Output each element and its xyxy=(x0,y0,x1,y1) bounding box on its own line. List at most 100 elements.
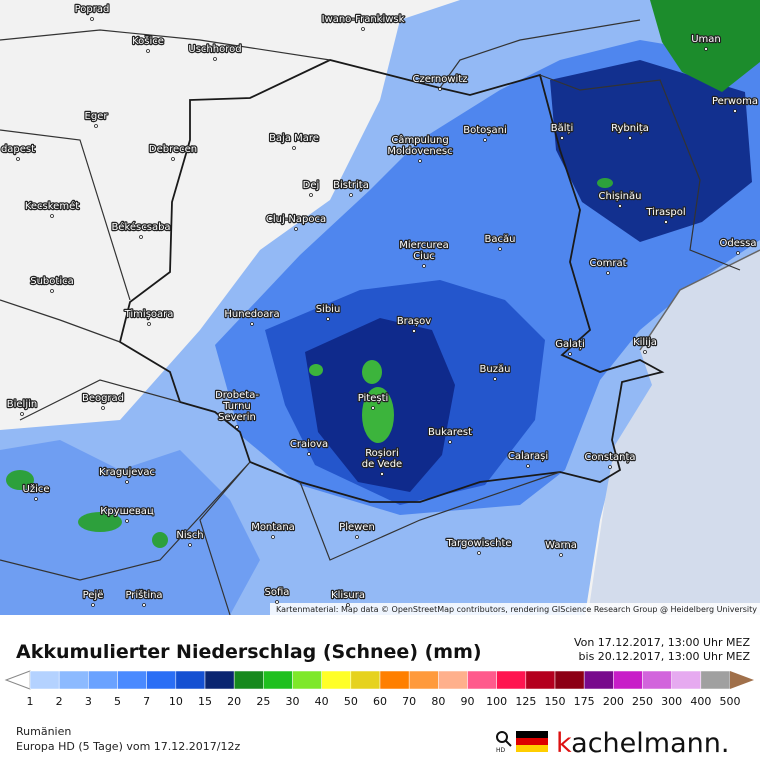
city-label: Turnu xyxy=(222,401,251,412)
city-dot xyxy=(101,406,105,410)
city-dot xyxy=(608,465,612,469)
city-label: Plewen xyxy=(339,522,375,533)
city-dot xyxy=(448,440,452,444)
color-scale: 1 2 3 5 7 10 15 20 25 30 40 50 60 70 80 90 100 125 150 175 2… xyxy=(4,670,754,708)
precip-moldova xyxy=(550,60,752,242)
city-label: Pitești xyxy=(358,393,389,404)
city-dot xyxy=(50,214,54,218)
flag xyxy=(516,745,548,752)
city-label: Nisch xyxy=(176,530,203,541)
city-label: Brașov xyxy=(397,316,431,327)
city-dot xyxy=(438,87,442,91)
legend-label: 150 xyxy=(545,695,566,708)
city-dot xyxy=(147,322,151,326)
borders xyxy=(0,19,741,616)
city-label: Uschhorod xyxy=(188,44,241,55)
city-label: Targowischte xyxy=(445,538,511,549)
legend-label: 300 xyxy=(661,695,682,708)
city-label: Bukarest xyxy=(428,427,472,438)
legend-label: 40 xyxy=(315,695,329,708)
date-from: Von 17.12.2017, 13:00 Uhr MEZ xyxy=(574,636,751,649)
city-dot xyxy=(125,519,129,523)
legend-label: 60 xyxy=(373,695,387,708)
legend-box xyxy=(583,670,614,690)
city-dot xyxy=(704,47,708,51)
legend-box xyxy=(117,670,147,690)
city-label: Dej xyxy=(303,180,320,191)
model-info: Europa HD (5 Tage) vom 17.12.2017/12z xyxy=(16,740,240,753)
city-label: Hunedoara xyxy=(224,309,279,320)
city-dot xyxy=(271,535,275,539)
green-north xyxy=(650,0,760,92)
city-dot xyxy=(275,600,279,604)
city-label: Debrecen xyxy=(149,144,197,155)
legend-label: 3 xyxy=(85,695,92,708)
city-label: Sibiu xyxy=(316,304,341,315)
green-patch xyxy=(6,470,34,490)
city-dot xyxy=(346,603,350,607)
city-dot xyxy=(94,124,98,128)
legend-box xyxy=(263,670,293,690)
city-label: Perwoma xyxy=(712,96,758,107)
legend-label: 125 xyxy=(515,695,536,708)
legend-box xyxy=(496,670,527,690)
city-label: dapest xyxy=(1,144,35,155)
city-label: Beograd xyxy=(82,393,124,404)
legend-box xyxy=(233,670,264,690)
city-dot xyxy=(294,227,298,231)
legend-label: 500 xyxy=(720,695,741,708)
city-dot xyxy=(628,136,632,140)
legend-label: 1 xyxy=(27,695,34,708)
legend-box xyxy=(204,670,235,690)
city-dot xyxy=(643,350,647,354)
city-dot xyxy=(606,271,610,275)
legend-box xyxy=(554,670,585,690)
hd-icon xyxy=(496,731,508,743)
city-label: Uman xyxy=(691,34,721,45)
city-label: Bălți xyxy=(551,123,573,134)
legend-label: 100 xyxy=(486,695,507,708)
city-label: Priština xyxy=(125,589,162,601)
city-label: Calarași xyxy=(508,451,548,462)
city-dot xyxy=(498,247,502,251)
city-dot xyxy=(309,193,313,197)
city-label: Timișoara xyxy=(124,309,174,320)
legend-label: 10 xyxy=(169,695,183,708)
legend-box xyxy=(467,670,497,690)
flag xyxy=(516,738,548,745)
map: Kartenmaterial: Map data © OpenStreetMap… xyxy=(0,0,760,616)
legend-box xyxy=(613,670,643,690)
coast xyxy=(639,249,760,351)
legend-label: 30 xyxy=(286,695,300,708)
hd-icon xyxy=(505,740,512,747)
legend-box xyxy=(350,670,381,690)
legend-box xyxy=(671,670,702,690)
city-dot xyxy=(326,317,330,321)
city-label: Békéscsaba xyxy=(111,221,170,233)
city-label: Galați xyxy=(555,339,584,350)
city-label: Craiova xyxy=(290,439,328,450)
legend-label: 80 xyxy=(431,695,445,708)
city-label: Odessa xyxy=(720,238,757,249)
legend-box xyxy=(438,670,468,690)
city-label: Montana xyxy=(251,522,295,533)
city-label: Severin xyxy=(218,412,256,423)
legend-box xyxy=(642,670,672,690)
city-dot xyxy=(188,543,192,547)
city-dot xyxy=(733,109,737,113)
city-dot xyxy=(380,472,384,476)
city-dot xyxy=(292,146,296,150)
city-dot xyxy=(560,136,564,140)
city-label: Bieljin xyxy=(7,399,37,410)
green-patch xyxy=(78,512,122,532)
city-dot xyxy=(90,17,94,21)
legend-label: 90 xyxy=(461,695,475,708)
city-dot xyxy=(361,27,365,31)
city-label: Klisura xyxy=(331,590,365,601)
legend-box xyxy=(175,670,206,690)
city-dot xyxy=(125,480,129,484)
city-dot xyxy=(235,425,239,429)
city-label: Kilija xyxy=(633,337,657,348)
city-label: Roșiori xyxy=(365,448,399,459)
city-label: Eger xyxy=(85,111,109,122)
